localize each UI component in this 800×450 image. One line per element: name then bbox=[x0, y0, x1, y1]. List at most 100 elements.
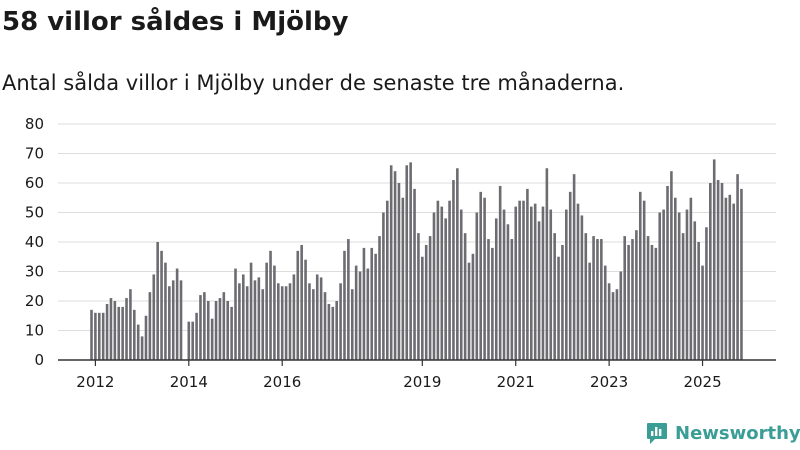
bar bbox=[288, 283, 292, 360]
bar bbox=[389, 165, 393, 360]
bar bbox=[720, 183, 724, 360]
bar bbox=[541, 206, 545, 360]
bar bbox=[506, 224, 510, 360]
bar bbox=[557, 256, 560, 360]
bar bbox=[615, 289, 619, 360]
bar bbox=[670, 171, 673, 360]
bar bbox=[203, 292, 206, 360]
bar bbox=[378, 236, 381, 360]
bar bbox=[596, 239, 599, 360]
x-tick-label: 2014 bbox=[170, 373, 208, 391]
bar bbox=[424, 244, 428, 360]
bar bbox=[175, 268, 179, 360]
bar bbox=[284, 286, 288, 360]
bar bbox=[401, 197, 405, 360]
bar bbox=[331, 306, 335, 360]
bar bbox=[638, 191, 642, 360]
bar bbox=[553, 233, 556, 360]
bar bbox=[226, 301, 230, 360]
y-tick-label: 20 bbox=[25, 292, 44, 310]
bar bbox=[125, 298, 128, 360]
bar bbox=[308, 283, 311, 360]
y-tick-label: 0 bbox=[34, 351, 44, 369]
bar bbox=[588, 262, 591, 360]
chart-subtitle: Antal sålda villor i Mjölby under de sen… bbox=[2, 71, 625, 95]
bar bbox=[518, 200, 521, 360]
x-tick-label: 2016 bbox=[263, 373, 301, 391]
bar bbox=[148, 292, 152, 360]
newsworthy-logo-icon bbox=[647, 423, 667, 444]
data-label: 58 bbox=[737, 0, 756, 4]
y-tick-label: 40 bbox=[25, 233, 44, 251]
bar bbox=[491, 247, 494, 360]
bar bbox=[487, 239, 490, 360]
bar bbox=[549, 209, 553, 360]
bar bbox=[409, 162, 412, 360]
bar bbox=[358, 271, 362, 360]
bar bbox=[568, 191, 572, 360]
bar bbox=[171, 280, 175, 360]
bar bbox=[327, 303, 331, 360]
bar bbox=[576, 203, 580, 360]
bar bbox=[234, 268, 237, 360]
x-tick-label: 2012 bbox=[76, 373, 114, 391]
bar bbox=[179, 280, 183, 360]
bar bbox=[382, 212, 385, 360]
bar bbox=[199, 295, 202, 360]
bar bbox=[635, 230, 638, 360]
y-tick-label: 10 bbox=[25, 322, 44, 340]
bar bbox=[459, 209, 463, 360]
bar bbox=[526, 188, 529, 360]
bar bbox=[627, 244, 630, 360]
bar bbox=[206, 301, 210, 360]
bar bbox=[436, 200, 440, 360]
bar bbox=[705, 227, 708, 360]
bar bbox=[677, 212, 681, 360]
bar bbox=[674, 197, 677, 360]
bar bbox=[561, 244, 564, 360]
x-tick-label: 2019 bbox=[403, 373, 441, 391]
bar bbox=[292, 274, 296, 360]
y-tick-label: 60 bbox=[25, 174, 44, 192]
x-tick-label: 2023 bbox=[590, 373, 628, 391]
bar bbox=[168, 286, 171, 360]
bar bbox=[280, 286, 284, 360]
bar bbox=[94, 312, 97, 360]
bar bbox=[97, 312, 101, 360]
bar bbox=[693, 221, 697, 360]
bar bbox=[214, 301, 218, 360]
bar bbox=[421, 256, 424, 360]
bar bbox=[600, 239, 603, 360]
bar bbox=[347, 239, 350, 360]
bar bbox=[716, 180, 720, 360]
bar bbox=[697, 242, 700, 360]
bar bbox=[709, 183, 712, 360]
bar bbox=[101, 312, 105, 360]
bar bbox=[654, 247, 658, 360]
bar bbox=[304, 259, 307, 360]
bar bbox=[160, 250, 163, 360]
bar bbox=[603, 265, 607, 360]
bar bbox=[417, 233, 420, 360]
bar bbox=[109, 298, 113, 360]
bar bbox=[728, 194, 732, 360]
bar bbox=[463, 233, 467, 360]
bar bbox=[354, 265, 358, 360]
newsworthy-brand: Newsworthy bbox=[645, 420, 800, 446]
bar bbox=[117, 306, 121, 360]
bar bbox=[385, 200, 389, 360]
bar bbox=[584, 233, 588, 360]
bar bbox=[241, 274, 245, 360]
bar bbox=[222, 292, 226, 360]
bar bbox=[467, 262, 471, 360]
bar bbox=[90, 309, 93, 360]
bar bbox=[164, 262, 167, 360]
bar bbox=[133, 309, 136, 360]
bar bbox=[712, 159, 716, 360]
bar bbox=[456, 168, 459, 360]
bar bbox=[397, 183, 401, 360]
brand-name: Newsworthy bbox=[675, 422, 800, 444]
bar bbox=[405, 165, 409, 360]
bar bbox=[701, 265, 704, 360]
bar bbox=[483, 197, 486, 360]
